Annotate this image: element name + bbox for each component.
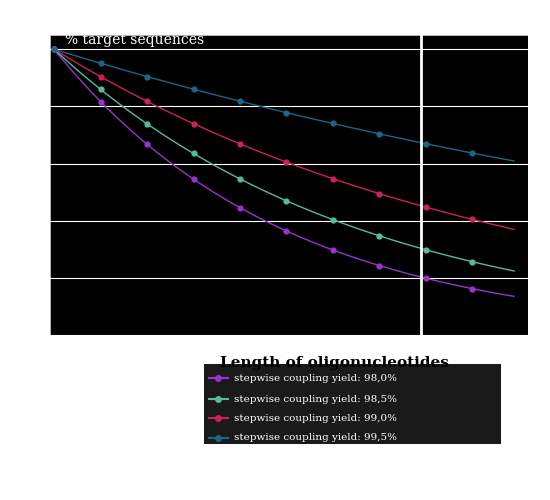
Bar [50, 220, 528, 278]
Text: stepwise coupling yield: 98,0%: stepwise coupling yield: 98,0% [234, 374, 397, 383]
Bar [50, 106, 528, 164]
Text: stepwise coupling yield: 98,5%: stepwise coupling yield: 98,5% [234, 394, 397, 404]
Text: stepwise coupling yield: 99,5%: stepwise coupling yield: 99,5% [234, 433, 397, 442]
Bar [50, 278, 528, 335]
Bar [50, 50, 528, 106]
Bar [50, 164, 528, 220]
Text: Length of oligonucleotides: Length of oligonucleotides [220, 356, 449, 370]
Text: % target sequences: % target sequences [65, 33, 204, 47]
Text: stepwise coupling yield: 99,0%: stepwise coupling yield: 99,0% [234, 414, 397, 423]
